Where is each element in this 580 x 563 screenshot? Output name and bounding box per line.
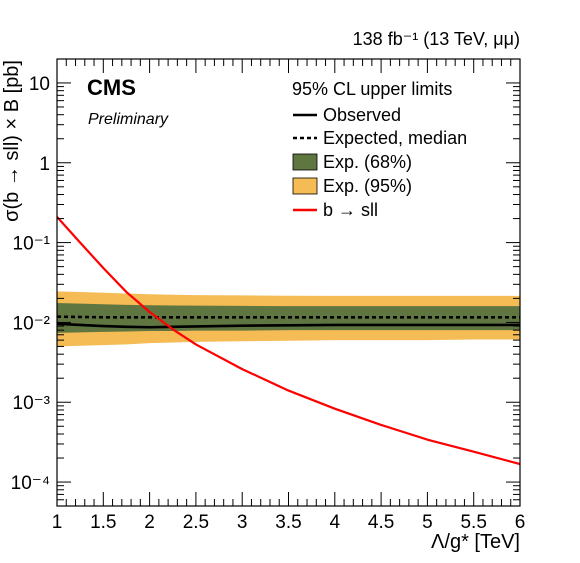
legend: 95% CL upper limits Observed Expected, m… <box>292 79 467 220</box>
y-tick-label: 1 <box>39 154 50 175</box>
x-axis-ticks: 1 1.5 2 2.5 3 3.5 4 4.5 5 5.5 6 <box>52 59 526 533</box>
legend-expected-label: Expected, median <box>323 128 467 148</box>
legend-95-swatch <box>292 177 318 195</box>
y-tick-label: 10⁻¹ <box>13 234 51 255</box>
legend-68-swatch <box>292 153 318 171</box>
observed-line <box>57 322 520 329</box>
y-tick-label: 10 <box>29 74 50 95</box>
x-tick-label: 5 <box>422 512 433 533</box>
legend-95-label: Exp. (95%) <box>323 176 412 196</box>
x-tick-label: 6 <box>515 512 526 533</box>
legend-bsll-label: b → sll <box>323 200 378 220</box>
x-tick-label: 2 <box>144 512 155 533</box>
x-tick-label: 1 <box>52 512 63 533</box>
x-tick-label: 2.5 <box>183 512 209 533</box>
x-axis-title: Λ/g* [TeV] <box>431 531 520 553</box>
y-tick-label: 10⁻⁴ <box>11 473 50 494</box>
bsll-line <box>57 216 520 466</box>
y-tick-label: 10⁻² <box>13 313 51 334</box>
legend-title: 95% CL upper limits <box>292 79 452 99</box>
x-tick-label: 4 <box>330 512 341 533</box>
expected-line <box>57 315 520 319</box>
x-tick-label: 5.5 <box>460 512 486 533</box>
legend-68-label: Exp. (68%) <box>323 152 412 172</box>
x-tick-label: 4.5 <box>368 512 394 533</box>
y-axis-ticks: 10 1 10⁻¹ 10⁻² 10⁻³ 10⁻⁴ <box>11 74 520 501</box>
y-tick-label: 10⁻³ <box>13 393 51 414</box>
x-tick-label: 3.5 <box>275 512 301 533</box>
y-axis-title: σ(b → sll) × B [pb] <box>1 60 23 222</box>
x-tick-label: 3 <box>237 512 248 533</box>
legend-observed-label: Observed <box>323 105 401 125</box>
lumi-label: 138 fb⁻¹ (13 TeV, μμ) <box>353 29 520 49</box>
status-label: Preliminary <box>88 111 169 128</box>
experiment-label: CMS <box>87 75 136 100</box>
series-lines <box>57 216 520 466</box>
x-tick-label: 1.5 <box>90 512 116 533</box>
expected-bands <box>57 291 520 347</box>
